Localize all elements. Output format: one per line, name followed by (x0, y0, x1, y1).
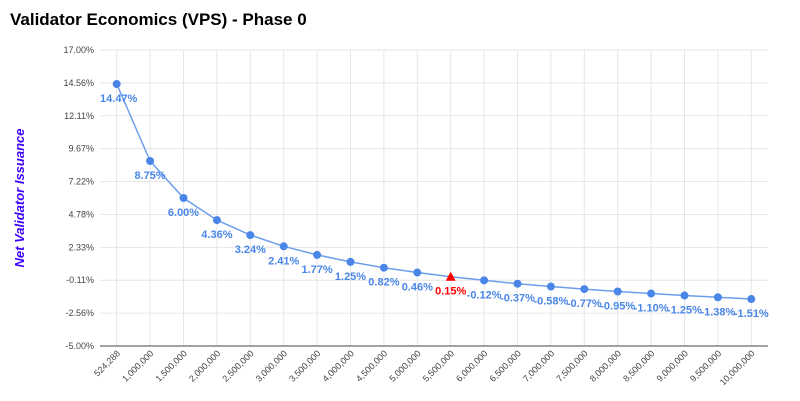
x-tick-label: 1,000,000 (120, 348, 155, 383)
data-label: 0.82% (368, 277, 399, 289)
y-tick-label: -2.56% (65, 308, 94, 318)
data-point (513, 279, 522, 288)
data-label: 1.25% (335, 271, 366, 283)
y-axis-ticks: 17.00% 14.56% 12.11% 9.67% 7.22% 4.78% 2.33% -0… (63, 45, 94, 351)
x-tick-label: 10,000,000 (718, 348, 757, 387)
data-point-highlight (445, 271, 456, 281)
y-tick-label: -0.11% (66, 275, 94, 285)
x-tick-label: 7,500,000 (554, 348, 589, 383)
chart-title: Validator Economics (VPS) - Phase 0 (10, 10, 307, 29)
series-line (116, 83, 752, 300)
data-point (580, 285, 589, 294)
data-label: -1.51% (734, 308, 769, 320)
data-point (346, 257, 355, 266)
series-line-path (116, 83, 752, 300)
data-point (246, 231, 255, 240)
data-label: 6.00% (168, 207, 199, 219)
data-label: 0.15% (435, 286, 466, 298)
data-points (112, 80, 756, 304)
data-point (647, 289, 656, 298)
y-tick-label: 2.33% (68, 242, 94, 252)
data-label: -0.95% (600, 301, 635, 313)
x-tick-label: 5,500,000 (421, 348, 456, 383)
data-point (613, 287, 622, 296)
data-point (112, 80, 121, 89)
data-label: -0.12% (467, 289, 502, 301)
x-tick-label: 3,000,000 (254, 348, 289, 383)
y-axis-title: Net Validator Issuance (12, 129, 27, 268)
data-point (713, 293, 722, 302)
x-tick-label: 1,500,000 (154, 348, 189, 383)
data-point (747, 295, 756, 304)
x-tick-label: 4,000,000 (321, 348, 356, 383)
x-tick-label: 9,000,000 (655, 348, 690, 383)
data-point (212, 216, 221, 225)
x-tick-label: 524,288 (92, 348, 122, 378)
x-tick-label: 8,000,000 (588, 348, 623, 383)
y-tick-label: -5.00% (65, 341, 94, 351)
data-label: -1.10% (634, 303, 669, 315)
x-axis-ticks: 524,2881,000,0001,500,0002,000,0002,500,… (92, 348, 757, 387)
data-labels: 14.47% 8.75% 6.00%4.36%3.24%2.41%1.77%1.25… (100, 93, 769, 320)
x-tick-label: 5,000,000 (387, 348, 422, 383)
data-point (379, 263, 388, 272)
x-tick-label: 2,500,000 (220, 348, 255, 383)
data-point (546, 282, 555, 291)
data-label: 4.36% (201, 229, 232, 241)
x-tick-label: 8,500,000 (621, 348, 656, 383)
data-label: 14.47% (100, 93, 138, 105)
data-label: -1.38% (700, 306, 735, 318)
data-point (480, 276, 489, 285)
y-tick-label: 17.00% (63, 45, 94, 55)
data-label: 0.46% (402, 282, 433, 294)
x-tick-label: 9,500,000 (688, 348, 723, 383)
data-point (413, 268, 422, 277)
data-point (179, 194, 188, 202)
y-tick-label: 7.22% (68, 177, 94, 187)
data-point (279, 242, 288, 251)
x-tick-label: 6,000,000 (454, 348, 489, 383)
data-label: 2.41% (268, 255, 299, 267)
x-tick-label: 4,500,000 (354, 348, 389, 383)
x-tick-label: 3,500,000 (287, 348, 322, 383)
x-tick-label: 6,500,000 (488, 348, 523, 383)
data-point (680, 291, 689, 300)
y-tick-label: 12.11% (64, 111, 94, 121)
data-label: -0.77% (567, 298, 602, 310)
data-label: 3.24% (235, 244, 266, 256)
data-point (313, 250, 322, 259)
data-point (146, 157, 155, 165)
data-label: 8.75% (134, 170, 165, 182)
x-tick-label: 2,000,000 (187, 348, 222, 383)
y-tick-label: 4.78% (68, 209, 94, 219)
data-label: -0.37% (500, 293, 535, 305)
y-tick-label: 9.67% (68, 144, 94, 154)
data-label: -1.25% (667, 305, 702, 317)
data-label: -0.58% (533, 296, 568, 308)
data-label: 1.77% (301, 264, 332, 276)
x-tick-label: 7,000,000 (521, 348, 556, 383)
y-tick-label: 14.56% (63, 78, 94, 88)
